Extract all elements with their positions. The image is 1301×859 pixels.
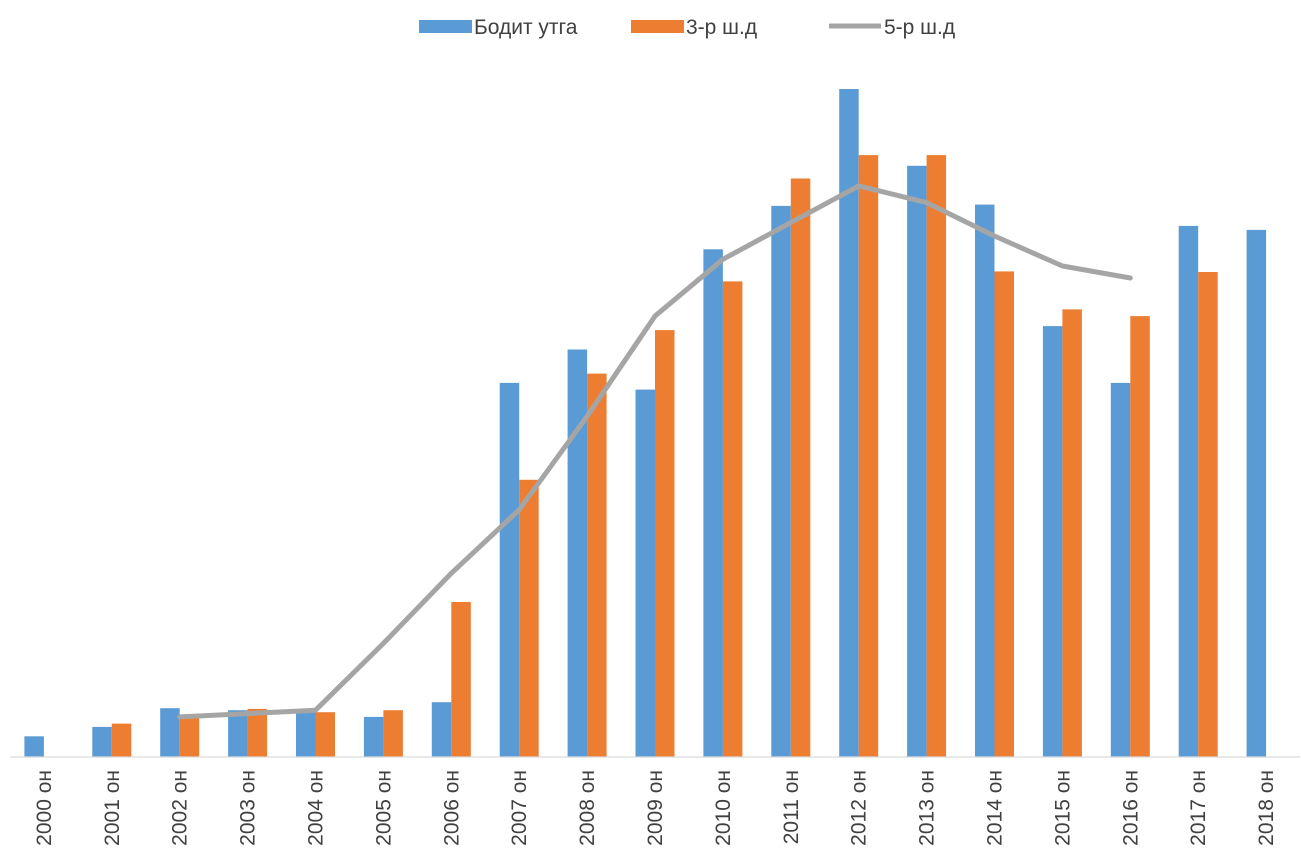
bar-series-2-7 [519, 479, 539, 757]
bar-series-2-2 [179, 716, 200, 757]
x-tick-label: 2016 он [1119, 770, 1142, 846]
bar-series-1-17 [1178, 225, 1199, 757]
x-tick-label: 2003 он [237, 770, 260, 846]
bar-series-1-15 [1042, 326, 1063, 757]
x-tick-label: 2005 он [372, 770, 395, 846]
bar-series-2-16 [1130, 316, 1150, 757]
bar-series-1-18 [1246, 229, 1267, 757]
bar-series-2-10 [722, 281, 743, 757]
bar-series-1-0 [24, 736, 44, 757]
bar-series-2-5 [383, 710, 403, 757]
x-tick-label: 2010 он [712, 770, 735, 846]
line-layer [177, 183, 1133, 720]
x-tick-label: 2009 он [644, 770, 667, 846]
bar-series-2-15 [1062, 309, 1082, 757]
legend-label: Бодит утга [474, 16, 578, 39]
x-tick-label: 2014 он [984, 770, 1007, 846]
bar-series-1-1 [92, 726, 112, 757]
legend-swatch [631, 20, 684, 33]
x-tick-label: 2008 он [576, 770, 599, 846]
x-tick-label: 2015 он [1051, 770, 1074, 846]
legend-label: 5-р ш.д [884, 16, 955, 39]
bar-series-2-13 [926, 155, 947, 758]
legend-item-1: Бодит утга [419, 16, 578, 39]
legend-swatch [419, 20, 472, 33]
bar-series-1-12 [839, 89, 859, 757]
x-tick-label: 2018 он [1255, 770, 1278, 846]
bar-series-2-11 [790, 178, 811, 757]
bar-series-1-5 [363, 716, 384, 757]
bar-series-1-14 [975, 204, 995, 758]
legend-item-3: 5-р ш.д [829, 16, 955, 39]
bar-series-2-17 [1198, 272, 1218, 757]
x-tick-label: 2004 он [305, 770, 328, 846]
bar-series-1-13 [907, 165, 927, 758]
bar-series-1-8 [567, 349, 588, 757]
bar-series-2-3 [247, 708, 268, 757]
x-tick-label: 2017 он [1187, 770, 1210, 846]
bar-series-1-4 [296, 710, 316, 757]
bar-series-1-7 [499, 382, 520, 757]
legend-label: 3-р ш.д [686, 16, 757, 39]
bar-series-2-9 [655, 330, 675, 757]
bar-series-2-14 [994, 271, 1014, 757]
bar-series-2-12 [858, 155, 879, 758]
bar-layer [24, 89, 1267, 758]
bar-series-1-11 [771, 205, 791, 757]
x-axis-tick-labels: 2000 он 2001 он 2002 он 2003 он 2004 он 2005 … [33, 770, 1278, 846]
bar-series-1-9 [635, 389, 655, 757]
x-tick-label: 2012 он [848, 770, 871, 846]
bar-series-2-6 [451, 602, 471, 757]
x-tick-label: 2006 он [440, 770, 463, 846]
legend: Бодит утга 3-р ш.д 5-р ш.д [419, 16, 955, 39]
bar-series-1-2 [160, 708, 180, 757]
bar-series-1-10 [703, 249, 723, 758]
x-tick-label: 2007 он [508, 770, 531, 846]
x-tick-label: 2002 он [169, 770, 192, 846]
bar-series-1-6 [431, 702, 452, 757]
x-tick-label: 2000 он [33, 770, 56, 846]
bar-series-1-3 [228, 710, 248, 757]
bar-series-2-4 [315, 712, 335, 757]
x-tick-label: 2013 он [916, 770, 939, 846]
bar-series-2-8 [587, 373, 607, 757]
bar-series-2-1 [111, 723, 132, 757]
legend-item-2: 3-р ш.д [631, 16, 757, 39]
x-tick-label: 2001 он [101, 770, 124, 846]
x-tick-label: 2011 он [780, 770, 803, 844]
bar-series-1-16 [1110, 382, 1131, 757]
